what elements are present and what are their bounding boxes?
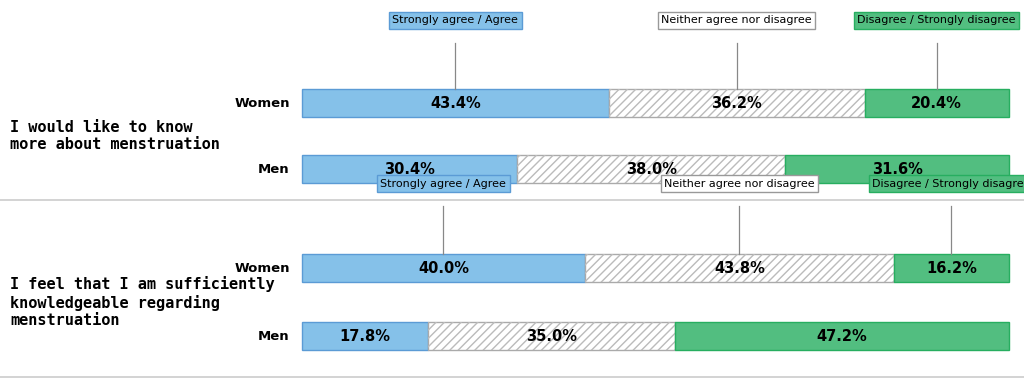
Text: 31.6%: 31.6% — [871, 162, 923, 177]
Text: Neither agree nor disagree: Neither agree nor disagree — [662, 15, 812, 25]
Text: Strongly agree / Agree: Strongly agree / Agree — [392, 15, 518, 25]
Text: 35.0%: 35.0% — [526, 329, 577, 344]
Bar — [428, 322, 675, 350]
Bar — [428, 322, 675, 350]
Text: Men: Men — [258, 163, 290, 176]
Text: Women: Women — [234, 262, 290, 275]
Bar — [302, 254, 585, 282]
Text: 17.8%: 17.8% — [340, 329, 390, 344]
Bar — [517, 155, 785, 183]
Bar — [517, 155, 785, 183]
Text: 36.2%: 36.2% — [712, 96, 762, 110]
Bar — [302, 155, 517, 183]
Text: 20.4%: 20.4% — [911, 96, 962, 110]
Bar — [585, 254, 894, 282]
Bar — [302, 322, 428, 350]
Text: 40.0%: 40.0% — [418, 261, 469, 276]
Text: 43.4%: 43.4% — [430, 96, 481, 110]
Text: Neither agree nor disagree: Neither agree nor disagree — [665, 179, 815, 189]
Text: 38.0%: 38.0% — [626, 162, 677, 177]
Text: 30.4%: 30.4% — [384, 162, 435, 177]
Bar — [675, 322, 1009, 350]
Text: 16.2%: 16.2% — [926, 261, 977, 276]
Bar — [585, 254, 894, 282]
Bar — [608, 89, 864, 117]
Text: Women: Women — [234, 96, 290, 110]
Text: I would like to know
more about menstruation: I would like to know more about menstrua… — [10, 120, 220, 152]
Bar — [894, 254, 1009, 282]
Bar — [608, 89, 864, 117]
Text: Men: Men — [258, 330, 290, 343]
Text: I feel that I am sufficiently
knowledgeable regarding
menstruation: I feel that I am sufficiently knowledgea… — [10, 277, 274, 328]
Bar — [302, 89, 608, 117]
Text: Strongly agree / Agree: Strongly agree / Agree — [381, 179, 506, 189]
Text: Disagree / Strongly disagree: Disagree / Strongly disagree — [857, 15, 1016, 25]
Bar — [785, 155, 1009, 183]
Text: 43.8%: 43.8% — [714, 261, 765, 276]
Text: Disagree / Strongly disagree: Disagree / Strongly disagree — [872, 179, 1024, 189]
Bar — [864, 89, 1009, 117]
Text: 47.2%: 47.2% — [816, 329, 867, 344]
